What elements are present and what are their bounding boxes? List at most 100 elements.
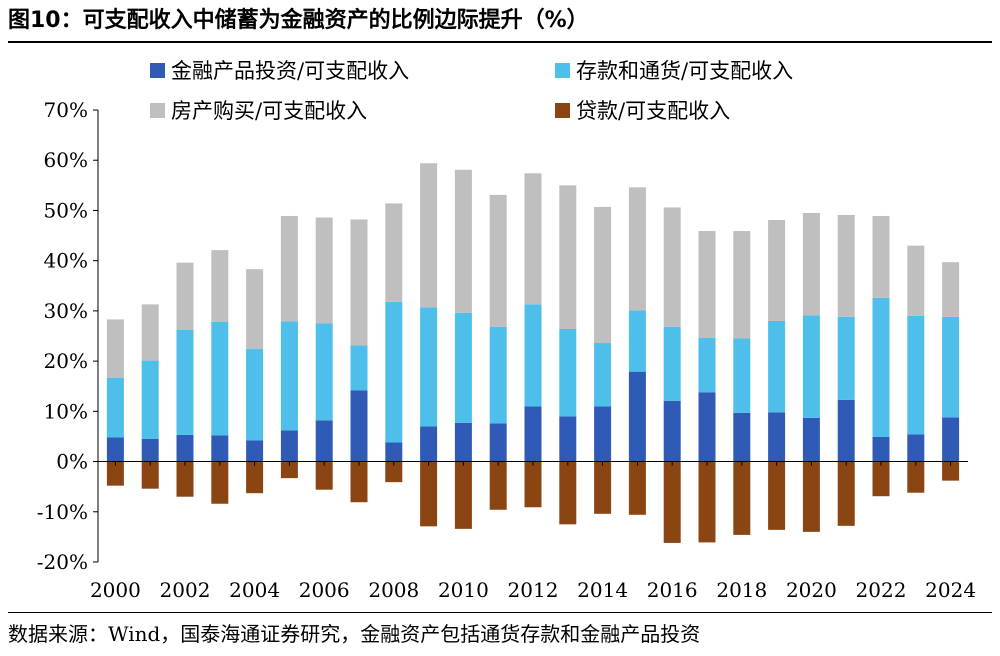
bar-financial-2009 [420,426,438,462]
bar-loans-2009 [420,461,438,527]
bar-loans-2011 [489,461,507,510]
bar-financial-2002 [176,434,194,462]
legend-label-deposits: 存款和通货/可支配收入 [576,59,794,83]
bar-financial-2008 [385,442,403,462]
bar-housing-2019 [768,219,786,321]
bar-housing-2013 [559,185,577,329]
bar-deposits-2021 [837,316,855,400]
bar-deposits-2019 [768,320,786,413]
bar-financial-2022 [872,436,890,462]
bar-financial-2014 [594,406,612,462]
bar-housing-2000 [106,319,124,378]
bar-deposits-2011 [489,326,507,424]
bar-deposits-2022 [872,297,890,437]
bar-housing-2008 [385,203,403,302]
bar-loans-2005 [280,461,298,479]
bar-financial-2024 [942,417,960,462]
bar-loans-2021 [837,461,855,526]
bar-deposits-2013 [559,328,577,417]
y-tick-label: 60% [44,148,88,172]
bar-deposits-2015 [628,310,646,372]
bar-financial-2012 [524,406,542,462]
source-rule [8,612,992,613]
bar-financial-2019 [768,412,786,462]
bar-financial-2010 [454,422,472,462]
legend-label-loans: 贷款/可支配收入 [576,99,731,123]
bar-deposits-2020 [802,315,820,418]
bar-financial-2016 [663,400,681,462]
y-tick-label: 0% [56,450,88,474]
bar-loans-2001 [141,461,159,489]
bar-housing-2012 [524,173,542,305]
bar-financial-2003 [211,435,229,462]
bar-housing-2024 [942,262,960,317]
legend-swatch-loans [555,102,570,118]
bar-financial-2020 [802,417,820,462]
x-tick-label: 2002 [160,578,211,602]
legend-item-deposits: 存款和通货/可支配收入 [555,56,793,84]
bar-deposits-2024 [942,316,960,418]
legend-item-loans: 贷款/可支配收入 [555,96,730,124]
bar-deposits-2012 [524,304,542,407]
bar-financial-2023 [907,434,925,462]
bar-financial-2001 [141,438,159,462]
x-tick-label: 2016 [647,578,698,602]
bar-housing-2009 [420,163,438,308]
bar-financial-2015 [628,371,646,462]
x-tick-label: 2014 [577,578,628,602]
y-tick-label: 10% [44,399,88,423]
bar-deposits-2018 [733,338,751,413]
y-tick-label: 20% [44,349,88,373]
bar-loans-2012 [524,461,542,508]
bar-loans-2018 [733,461,751,535]
bar-deposits-2001 [141,360,159,439]
bar-loans-2002 [176,461,194,497]
bar-loans-2017 [698,461,716,543]
legend-swatch-deposits [555,62,570,78]
bar-housing-2006 [315,217,333,324]
x-tick-label: 2004 [229,578,280,602]
x-tick-label: 2020 [786,578,837,602]
bar-deposits-2003 [211,321,229,436]
bar-financial-2004 [246,440,264,462]
bar-financial-2007 [350,390,368,462]
y-tick-label: 40% [44,249,88,273]
bar-loans-2019 [768,461,786,530]
bar-housing-2002 [176,262,194,330]
figure-title: 图10：可支配收入中储蓄为金融资产的比例边际提升（%） [8,8,589,33]
bar-housing-2016 [663,207,681,327]
bar-loans-2008 [385,461,403,483]
x-tick-label: 2024 [925,578,976,602]
bar-loans-2003 [211,461,229,504]
bar-loans-2014 [594,461,612,514]
bar-deposits-2017 [698,338,716,393]
bar-housing-2017 [698,231,716,339]
legend-label-housing: 房产购买/可支配收入 [171,99,368,123]
bar-loans-2004 [246,461,264,494]
stacked-bar-chart: -20% -10% 0% 10% 20% 30% 40% 50% 60% 70% 2000 2002 2… [37,98,976,602]
bar-loans-2020 [802,461,820,532]
bar-loans-2015 [628,461,646,515]
bar-deposits-2000 [106,377,124,438]
bar-housing-2003 [211,250,229,322]
bar-deposits-2004 [246,349,264,441]
bar-deposits-2009 [420,307,438,427]
bar-housing-2021 [837,214,855,317]
bar-deposits-2014 [594,343,612,407]
x-tick-label: 2008 [368,578,419,602]
bar-deposits-2006 [315,323,333,421]
bar-financial-2011 [489,423,507,462]
bar-housing-2004 [246,269,264,350]
x-tick-label: 2022 [856,578,907,602]
bar-housing-2011 [489,194,507,327]
bar-housing-2022 [872,215,890,298]
legend-item-housing: 房产购买/可支配收入 [150,96,367,124]
bar-housing-2020 [802,212,820,316]
bar-financial-2005 [280,430,298,462]
bar-loans-2010 [454,461,472,529]
y-tick-label: -10% [37,500,88,524]
bar-loans-2013 [559,461,577,525]
y-tick-label: -20% [37,550,88,574]
bar-deposits-2010 [454,312,472,423]
chart-legend: 金融产品投资/可支配收入 存款和通货/可支配收入 房产购买/可支配收入 贷款/可… [150,52,930,132]
